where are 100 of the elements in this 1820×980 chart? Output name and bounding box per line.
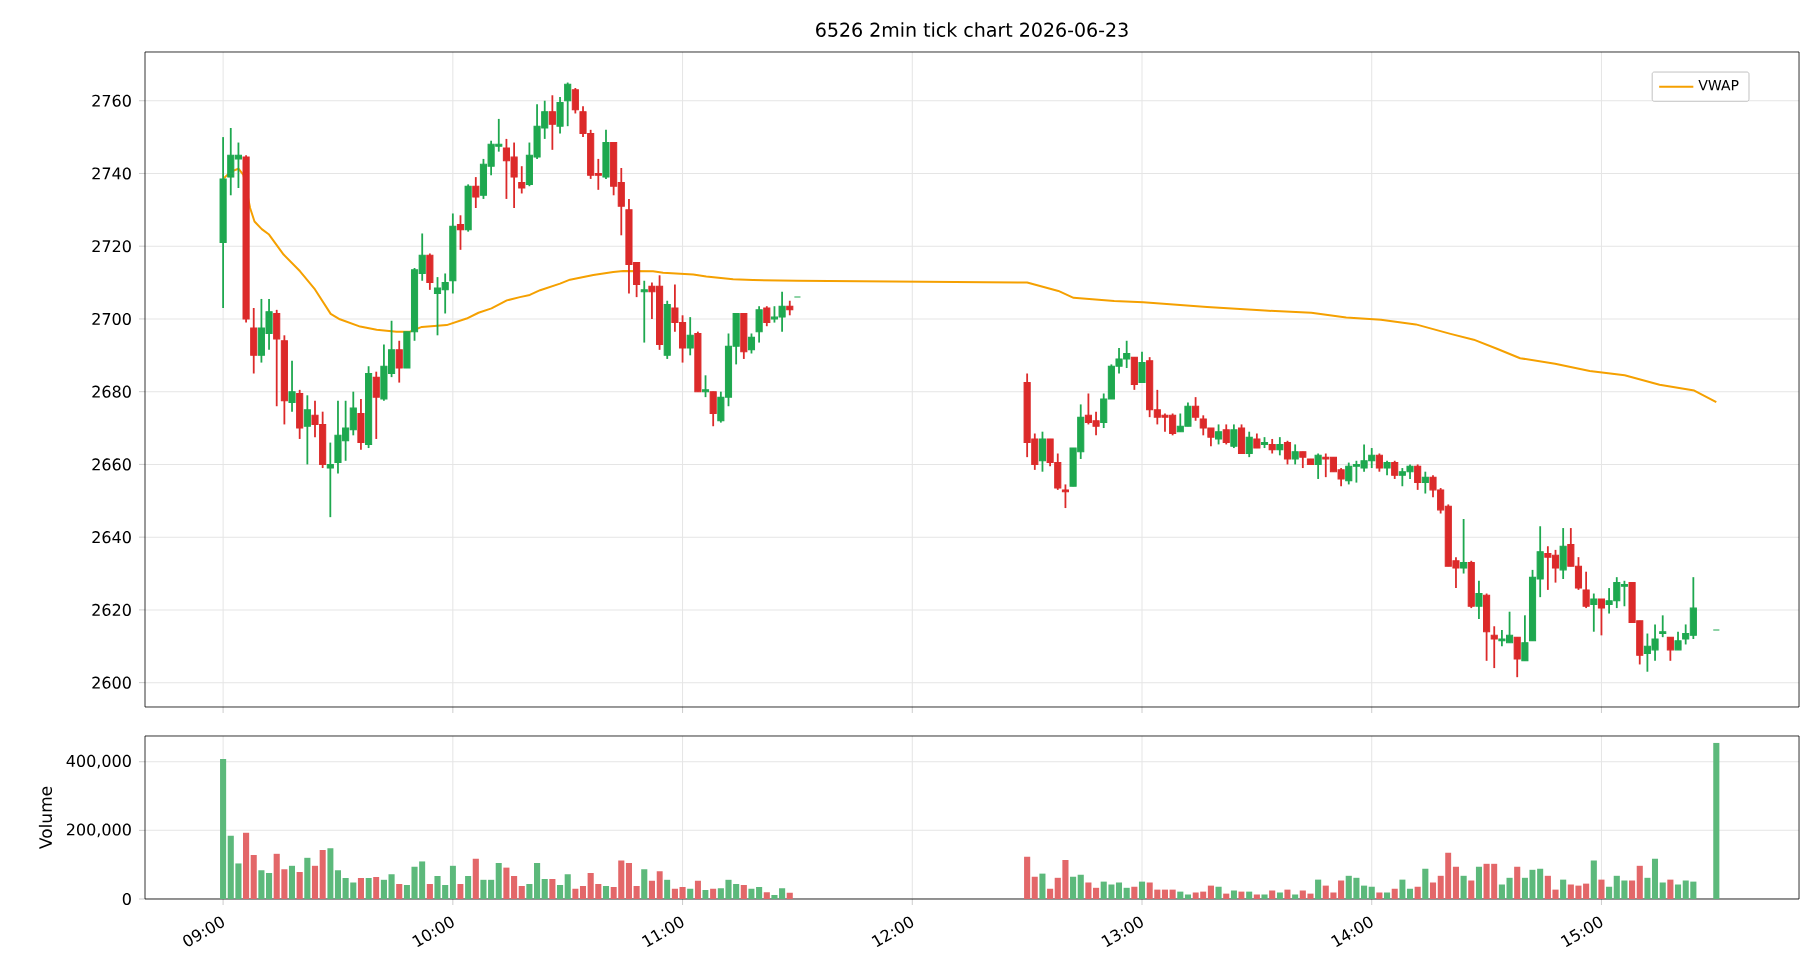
bar (526, 883, 533, 899)
candlestick (747, 332, 756, 355)
bar (1246, 891, 1253, 899)
candlestick (1230, 423, 1238, 449)
y-tick-label: 400,000 (66, 754, 131, 769)
bar (541, 879, 548, 899)
bar (304, 857, 311, 899)
candlestick (518, 165, 526, 195)
bar (549, 879, 556, 899)
bar (556, 884, 564, 899)
bar (579, 885, 587, 899)
bar (1085, 882, 1092, 899)
bar (648, 880, 655, 899)
bar (265, 872, 273, 899)
candlestick (1391, 459, 1399, 480)
bar (1506, 877, 1513, 899)
bar (1713, 742, 1720, 899)
bar (1215, 886, 1222, 899)
bar (1161, 889, 1169, 899)
bar (1177, 891, 1184, 899)
y-tick-label: 2600 (92, 676, 131, 689)
bar (1651, 858, 1659, 899)
bar (710, 888, 717, 899)
bar (1024, 856, 1031, 899)
bar (1269, 890, 1276, 899)
candlestick (556, 96, 564, 135)
bar (1391, 888, 1398, 899)
y-tick-label: 2760 (92, 94, 131, 107)
candlestick (1061, 483, 1069, 509)
bar (687, 888, 694, 899)
candlestick (1666, 636, 1674, 662)
bar (243, 832, 250, 899)
y-tick-label: 0 (122, 892, 131, 906)
candlestick (1475, 579, 1483, 620)
candlestick (709, 390, 717, 428)
bar (1514, 866, 1521, 899)
bar (694, 880, 701, 899)
bar (1629, 880, 1636, 899)
bar (518, 885, 525, 899)
bar (1131, 886, 1138, 899)
y-tick-label: 2740 (92, 167, 131, 180)
legend-label: VWAP (1698, 80, 1739, 91)
bar (602, 885, 610, 899)
bar (702, 890, 709, 899)
bar (748, 888, 755, 899)
bar (1636, 865, 1643, 899)
candlestick (372, 370, 380, 440)
candlestick (1215, 423, 1223, 446)
candlestick (1590, 592, 1598, 633)
bar (1330, 892, 1337, 899)
bar (273, 853, 280, 899)
bar (1468, 880, 1475, 899)
bar (258, 870, 265, 899)
bar (1368, 886, 1375, 899)
y-tick-label: 2720 (92, 240, 131, 253)
candlestick (1222, 423, 1230, 446)
candlestick (1138, 350, 1146, 384)
y-tick-label: 200,000 (66, 823, 131, 838)
bar (319, 849, 326, 899)
bar (1383, 892, 1391, 899)
candlestick (1674, 630, 1682, 651)
candlestick (1490, 625, 1498, 669)
bar (633, 885, 640, 899)
bar (1261, 894, 1268, 899)
bar (296, 871, 303, 899)
bar (740, 884, 747, 899)
bar (1429, 882, 1437, 899)
candlestick (1559, 527, 1567, 580)
bar (1169, 889, 1176, 899)
bar (625, 862, 633, 899)
candlestick (1283, 439, 1292, 466)
bar (1361, 885, 1368, 899)
candlestick (1314, 452, 1322, 480)
bar (1230, 890, 1237, 899)
bar (472, 858, 479, 899)
bar (534, 862, 541, 899)
candlestick (395, 339, 403, 384)
bar (1284, 889, 1291, 899)
bar (656, 871, 663, 899)
bar (641, 869, 648, 899)
candlestick (326, 441, 334, 519)
bar (1537, 868, 1544, 899)
bar (357, 878, 365, 899)
bar (1667, 879, 1674, 899)
bar (664, 879, 671, 899)
bar (426, 883, 433, 899)
bar (365, 878, 372, 899)
bar (1115, 882, 1123, 899)
candlestick (1582, 570, 1590, 609)
bar (1560, 879, 1567, 899)
candlestick (1513, 636, 1521, 679)
bar (1475, 866, 1483, 899)
bar (1093, 887, 1100, 899)
bar (1422, 868, 1429, 899)
candlestick (472, 176, 480, 209)
y-tick-label: 2640 (92, 531, 131, 544)
bar (311, 865, 319, 899)
bar (763, 892, 770, 899)
bar (1070, 876, 1077, 899)
candlestick (701, 374, 710, 399)
